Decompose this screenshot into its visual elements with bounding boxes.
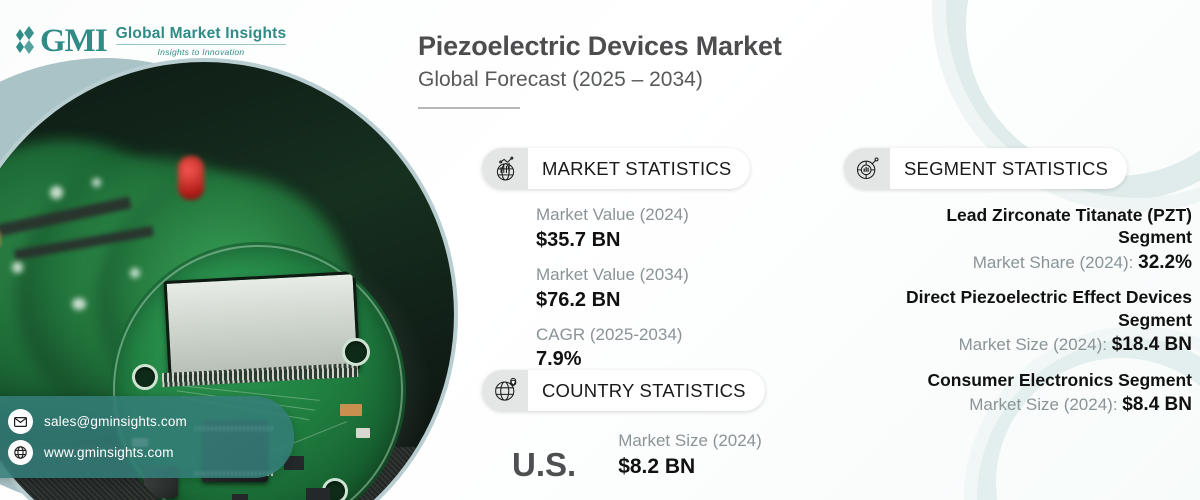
page-subtitle: Global Forecast (2025 – 2034) (418, 68, 703, 92)
mounting-hole-2 (342, 338, 370, 366)
segment-name: Direct Piezoelectric Effect Devices Segm… (906, 287, 1192, 330)
country-name: U.S. (512, 446, 577, 484)
segment-metric: Market Size (2024): $18.4 BN (900, 331, 1192, 359)
gmi-diamond-logo-icon: GMI (16, 22, 108, 59)
market-statistics-badge: MARKET STATISTICS (482, 148, 751, 189)
smd-component-4 (340, 404, 362, 416)
segment-metric: Market Size (2024): $8.4 BN (900, 391, 1192, 419)
segment-metric: Market Share (2024): 32.2% (900, 249, 1192, 277)
smd-component-2 (284, 456, 304, 470)
logo-company-name: Global Market Insights (115, 24, 287, 42)
country-statistics-badge: COUNTRY STATISTICS (482, 370, 765, 411)
country-statistics-section: COUNTRY STATISTICS U.S. Market Size (202… (482, 370, 822, 481)
segment-metric-value: 32.2% (1138, 251, 1192, 273)
globe-pin-icon (482, 370, 528, 411)
logo-tagline: Insights to Innovation (157, 47, 245, 58)
contact-website-row[interactable]: www.gminsights.com (8, 437, 284, 468)
segment-name: Lead Zirconate Titanate (PZT) Segment (946, 205, 1192, 248)
contact-pill: sales@gminsights.com www.gminsights.com (0, 396, 294, 478)
country-metric: Market Size (2024) $8.2 BN (618, 429, 762, 481)
market-stat-label: CAGR (2025-2034) (536, 324, 683, 344)
segment-item: Consumer Electronics Segment Market Size… (900, 369, 1192, 419)
logo-wordmark: Global Market Insights Insights to Innov… (115, 24, 287, 58)
smd-component-5 (356, 428, 370, 438)
segment-metric-value: $8.4 BN (1122, 394, 1192, 416)
market-statistics-label: MARKET STATISTICS (542, 157, 732, 179)
logo-initials: GMI (40, 22, 108, 59)
market-statistics-section: MARKET STATISTICS Market Value (2024) $3… (482, 148, 782, 382)
solder-highlight-1 (50, 186, 63, 199)
brand-logo[interactable]: GMI Global Market Insights Insights to I… (16, 22, 287, 59)
market-stat-label: Market Value (2024) (536, 205, 689, 224)
segment-statistics-badge: SEGMENT STATISTICS (844, 148, 1128, 189)
envelope-icon (8, 409, 33, 434)
contact-email-text: sales@gminsights.com (44, 414, 188, 429)
segment-metric-value: $18.4 BN (1111, 334, 1192, 356)
contact-website-text: www.gminsights.com (44, 445, 174, 460)
contact-email-row[interactable]: sales@gminsights.com (8, 406, 284, 437)
market-stat-value: 7.9% (536, 348, 582, 371)
header: Piezoelectric Devices Market Global Fore… (418, 30, 782, 109)
lcd-display (163, 271, 361, 379)
smd-component-3 (306, 488, 330, 500)
country-statistics-row: U.S. Market Size (2024) $8.2 BN (482, 429, 822, 481)
logo-divider (115, 44, 287, 46)
market-stat-item: Market Value (2024) $35.7 BN (536, 203, 782, 254)
smd-component-6 (232, 494, 248, 500)
segment-item: Direct Piezoelectric Effect Devices Segm… (900, 286, 1192, 358)
country-metric-label: Market Size (2024) (618, 431, 762, 450)
solder-highlight-5 (72, 298, 86, 310)
segment-metric-label: Market Size (2024): (969, 395, 1118, 415)
donut-chart-icon (844, 148, 890, 189)
segment-metric-label: Market Share (2024): (972, 252, 1134, 272)
segment-statistics-list: Lead Zirconate Titanate (PZT) Segment Ma… (844, 204, 1192, 419)
pcb-edge-ring (113, 245, 403, 500)
market-stat-item: CAGR (2025-2034) 7.9% (536, 323, 782, 374)
country-statistics-label: COUNTRY STATISTICS (542, 379, 746, 401)
segment-metric-label: Market Size (2024): (958, 335, 1107, 355)
red-capacitor (178, 156, 204, 200)
country-metric-value: $8.2 BN (618, 454, 696, 478)
globe-bar-chart-icon (482, 148, 528, 189)
market-stat-value: $76.2 BN (536, 288, 621, 311)
globe-icon (8, 440, 33, 465)
segment-statistics-label: SEGMENT STATISTICS (904, 157, 1109, 179)
market-stat-item: Market Value (2034) $76.2 BN (536, 263, 782, 314)
solder-highlight-4 (130, 268, 140, 278)
solder-highlight-3 (12, 262, 23, 273)
hero-image-area: sales@gminsights.com www.gminsights.com (0, 0, 480, 500)
market-stat-value: $35.7 BN (536, 228, 621, 251)
title-underline (418, 106, 520, 109)
solder-highlight-2 (92, 178, 101, 187)
segment-statistics-section: SEGMENT STATISTICS Lead Zirconate Titana… (844, 148, 1192, 419)
market-statistics-list: Market Value (2024) $35.7 BN Market Valu… (482, 203, 782, 373)
mounting-hole-1 (132, 364, 158, 390)
market-stat-label: Market Value (2034) (536, 264, 689, 284)
page-title: Piezoelectric Devices Market (418, 31, 782, 61)
segment-item: Lead Zirconate Titanate (PZT) Segment Ma… (900, 204, 1192, 276)
segment-name: Consumer Electronics Segment (927, 369, 1192, 390)
